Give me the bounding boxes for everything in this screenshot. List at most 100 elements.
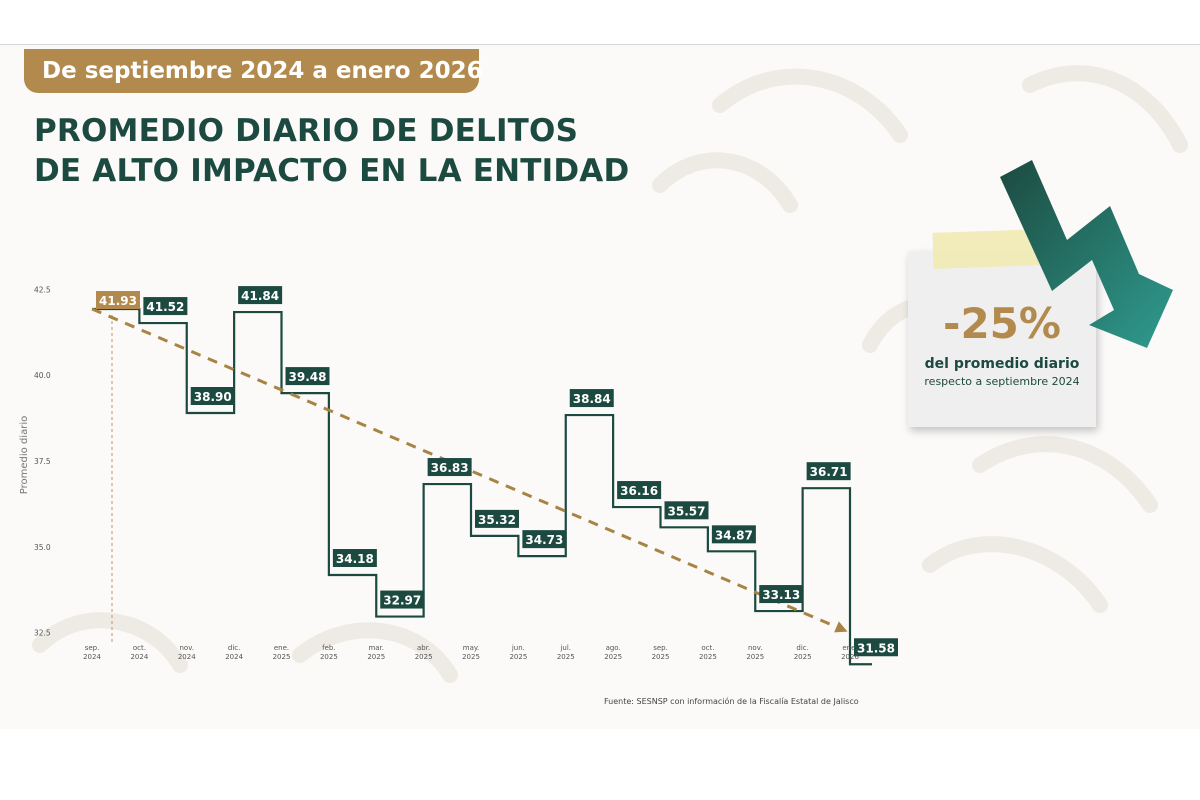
data-label-text: 36.16 [620,484,658,498]
source-note: Fuente: SESNSP con información de la Fis… [604,697,859,706]
x-tick-year: 2025 [652,653,670,661]
x-tick-month: may. [463,644,479,652]
x-tick-month: nov. [748,644,763,652]
x-tick-month: abr. [417,644,430,652]
x-tick-month: oct. [701,644,714,652]
x-tick-10: jun.2025 [509,644,527,661]
data-label-6: 34.18 [332,549,377,568]
y-tick-label: 42.5 [34,285,51,294]
x-tick-year: 2025 [320,653,338,661]
date-range-badge: De septiembre 2024 a enero 2026 [24,49,483,93]
title-line-1: PROMEDIO DIARIO DE DELITOS [34,113,579,149]
data-label-bg [522,530,567,549]
data-label-3: 38.90 [190,387,235,405]
x-tick-year: 2025 [367,653,385,661]
x-tick-month: sep. [653,644,668,652]
step-chart: Promedio diario 42.5 40.0 37.5 35.0 32.5 41.93… [19,285,898,666]
x-tick-year: 2025 [557,653,575,661]
data-label-14: 34.87 [711,525,756,544]
data-label-bg [617,481,662,500]
x-tick-1: sep.2024 [83,644,101,661]
x-tick-year: 2024 [130,653,148,661]
x-tick-15: nov.2025 [746,644,764,661]
x-tick-11: jul.2025 [557,644,575,661]
data-label-bg [380,590,425,609]
x-tick-year: 2025 [415,653,433,661]
y-axis-label: Promedio diario [19,416,30,494]
data-label-15: 33.13 [759,585,804,604]
data-label-1: 41.93 [96,290,140,309]
data-label-text: 33.13 [762,588,800,602]
x-tick-year: 2025 [604,653,622,661]
x-tick-month: sep. [85,644,100,652]
x-tick-year: 2024 [83,653,101,661]
data-label-8: 36.83 [427,458,472,477]
x-tick-17: ene.2026 [841,644,859,661]
y-tick-label: 40.0 [34,371,51,380]
data-label-bg [427,458,472,477]
x-tick-month: jul. [559,644,571,652]
x-tick-7: mar.2025 [367,644,385,661]
data-label-10: 34.73 [522,530,567,549]
data-label-text: 41.84 [241,289,279,303]
x-tick-9: may.2025 [462,644,480,661]
data-label-text: 34.73 [525,533,563,547]
data-label-text: 35.32 [478,513,516,527]
data-label-text: 32.97 [383,594,421,608]
data-label-bg [285,367,330,386]
x-tick-month: ene. [842,644,857,652]
x-tick-12: ago.2025 [604,644,622,661]
data-label-bg [96,290,140,309]
data-label-bg [854,638,898,657]
data-label-text: 38.84 [573,392,611,406]
data-label-text: 34.18 [336,552,374,566]
data-label-bg [143,297,188,316]
data-label-text: 38.90 [194,390,232,404]
x-tick-month: jun. [511,644,525,652]
x-tick-year: 2025 [699,653,717,661]
x-tick-3: nov.2024 [178,644,196,661]
x-tick-year: 2026 [841,653,859,661]
background-pattern [32,65,1188,683]
x-tick-year: 2024 [225,653,243,661]
x-tick-13: sep.2025 [652,644,670,661]
x-tick-year: 2024 [178,653,196,661]
x-tick-2: oct.2024 [130,644,148,661]
data-label-13: 35.57 [664,501,709,520]
data-label-bg [806,462,851,481]
x-tick-month: ene. [274,644,289,652]
data-label-bg [759,585,804,604]
x-tick-4: dic.2024 [225,644,243,661]
x-tick-16: dic.2025 [794,644,812,661]
x-tick-year: 2025 [746,653,764,661]
data-label-text: 36.83 [431,461,469,475]
x-tick-month: mar. [368,644,384,652]
data-label-5: 39.48 [285,367,330,386]
data-label-4: 41.84 [238,286,283,305]
data-label-text: 39.48 [289,370,327,384]
x-tick-8: abr.2025 [415,644,433,661]
data-label-11: 38.84 [569,389,614,408]
data-label-text: 35.57 [668,504,706,518]
x-tick-month: dic. [228,644,240,652]
y-tick-label: 32.5 [34,629,51,638]
trend-line [91,307,843,631]
data-label-bg [664,501,709,520]
data-label-17: 31.58 [854,638,898,657]
callout-line-1: del promedio diario [924,356,1080,372]
x-tick-5: ene.2025 [273,644,291,661]
data-label-text: 31.58 [857,641,895,655]
x-tick-year: 2025 [462,653,480,661]
x-tick-year: 2025 [794,653,812,661]
data-label-7: 32.97 [380,590,425,609]
trend-arrowhead [834,621,848,633]
data-label-text: 36.71 [810,465,848,479]
y-tick-label: 35.0 [34,543,51,552]
x-tick-month: ago. [606,644,621,652]
data-label-9: 35.32 [475,509,519,528]
data-label-bg [569,389,614,408]
percent-change: -25% [943,299,1061,348]
x-tick-month: feb. [322,644,335,652]
callout-line-2: respecto a septiembre 2024 [924,375,1080,388]
x-tick-14: oct.2025 [699,644,717,661]
